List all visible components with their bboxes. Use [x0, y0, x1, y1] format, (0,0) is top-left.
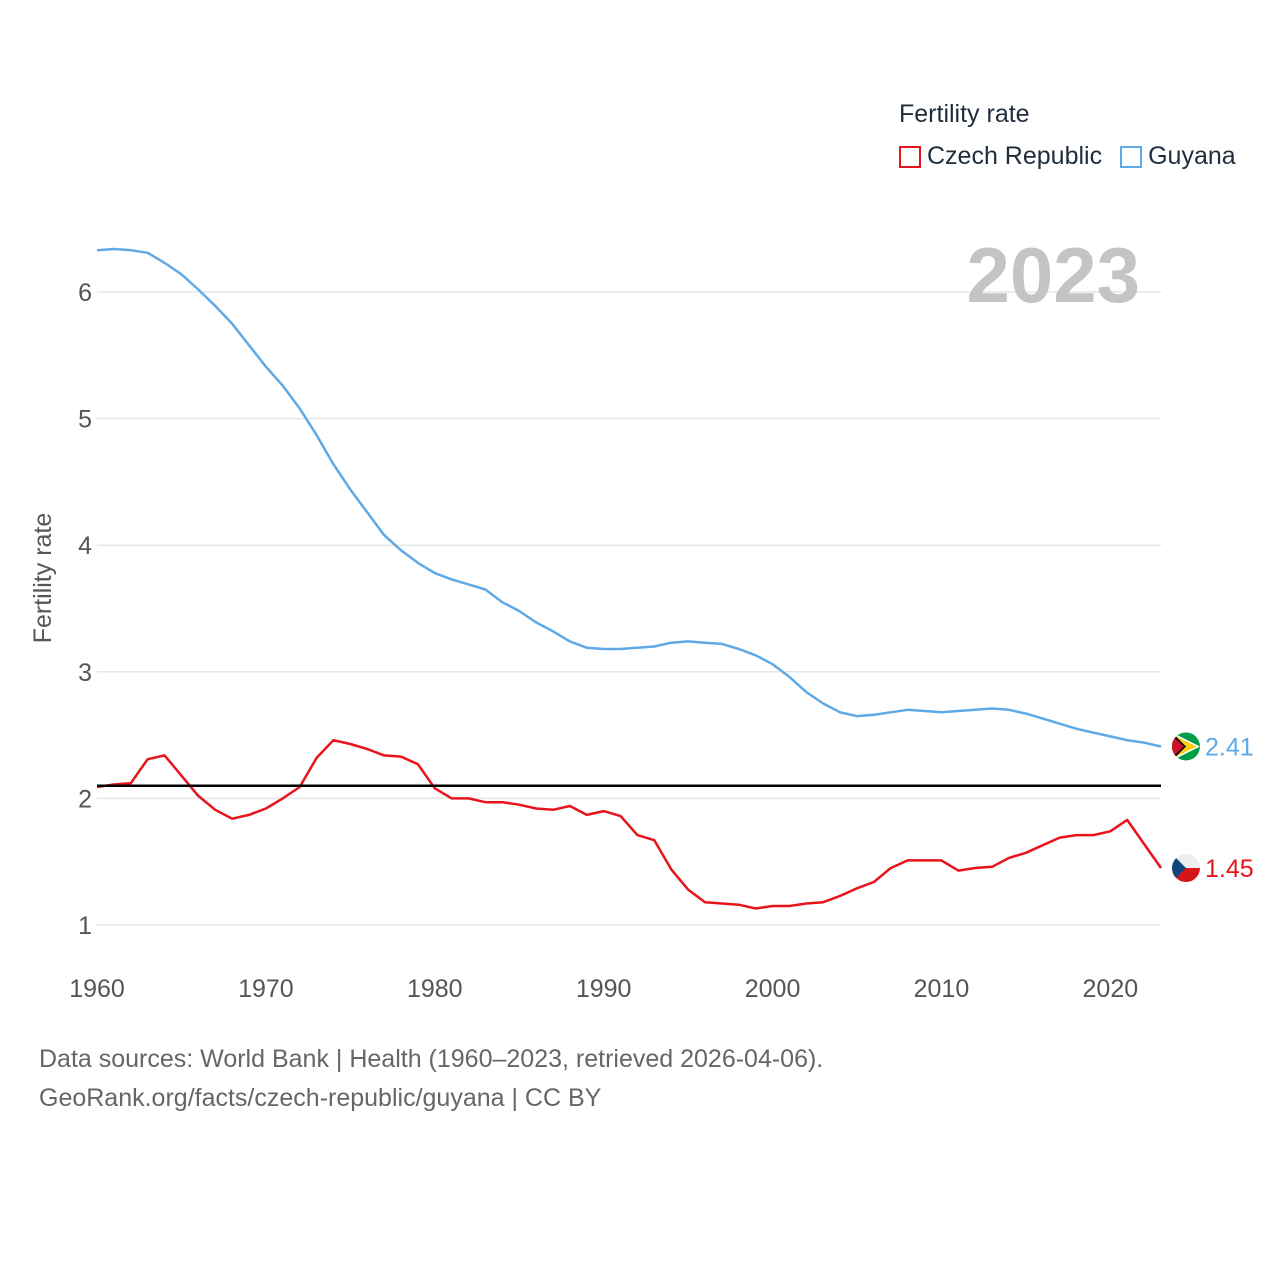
guyana-swatch — [1120, 145, 1143, 168]
legend-item-guyana[interactable]: Guyana — [1120, 142, 1236, 171]
series-line-czech-republic — [96, 738, 1163, 910]
x-tick-label: 1990 — [576, 975, 632, 1003]
x-tick-label: 2010 — [914, 975, 970, 1003]
series-line-guyana — [96, 247, 1162, 748]
y-axis-label: Fertility rate — [29, 513, 57, 644]
y-tick-label: 3 — [78, 659, 92, 687]
y-tick-label: 4 — [78, 532, 92, 560]
czech-flag-icon — [1172, 854, 1200, 883]
x-tick-label: 2020 — [1083, 975, 1139, 1003]
y-tick-label: 6 — [78, 279, 92, 307]
source-line-2[interactable]: GeoRank.org/facts/czech-republic/guyana … — [39, 1084, 602, 1112]
source-line-1: Data sources: World Bank | Health (1960–… — [39, 1045, 824, 1073]
y-tick-label: 5 — [78, 406, 92, 434]
legend-label-guyana: Guyana — [1148, 142, 1236, 170]
y-axis: 1 2 3 4 5 6 — [78, 279, 92, 940]
czech-swatch — [899, 145, 921, 168]
guyana-end-value: 2.41 — [1205, 733, 1254, 761]
x-tick-label: 1970 — [238, 975, 294, 1003]
series-lines — [96, 247, 1163, 910]
y-tick-label: 1 — [78, 912, 92, 940]
legend: Czech Republic Guyana — [899, 142, 1254, 171]
x-tick-label: 2000 — [745, 975, 801, 1003]
x-tick-label: 1960 — [69, 975, 125, 1003]
y-tick-label: 2 — [78, 785, 92, 813]
guyana-flag-icon — [1172, 732, 1200, 761]
grid-lines — [97, 291, 1161, 926]
legend-label-czech: Czech Republic — [927, 142, 1103, 170]
czech-end-value: 1.45 — [1205, 855, 1254, 883]
legend-title: Fertility rate — [899, 100, 1030, 128]
x-tick-label: 1980 — [407, 975, 463, 1003]
legend-item-czech-republic[interactable]: Czech Republic — [899, 142, 1102, 171]
year-display: 2023 — [966, 231, 1140, 319]
x-axis: 1960 1970 1980 1990 2000 2010 2020 — [69, 975, 1138, 1003]
